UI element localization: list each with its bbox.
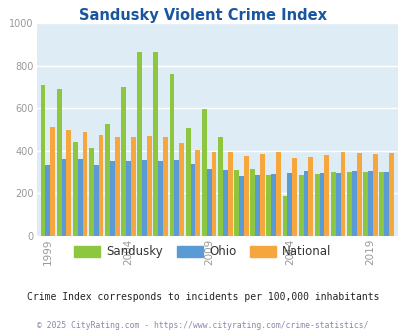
Bar [105, 124, 110, 236]
Bar [266, 175, 271, 236]
Bar [243, 156, 248, 236]
Bar [307, 157, 312, 236]
Bar [121, 87, 126, 236]
Bar [372, 154, 377, 236]
Bar [190, 164, 195, 236]
Bar [378, 172, 383, 236]
Bar [346, 172, 351, 236]
Bar [211, 152, 216, 236]
Bar [249, 169, 254, 236]
Bar [82, 132, 87, 236]
Bar [94, 165, 98, 236]
Bar [362, 172, 367, 236]
Bar [227, 152, 232, 236]
Bar [271, 174, 275, 236]
Bar [340, 152, 345, 236]
Bar [239, 176, 243, 236]
Bar [298, 175, 303, 236]
Bar [367, 171, 372, 236]
Bar [77, 159, 82, 236]
Bar [98, 135, 103, 236]
Bar [174, 160, 179, 236]
Bar [153, 52, 158, 236]
Bar [45, 165, 50, 236]
Text: © 2025 CityRating.com - https://www.cityrating.com/crime-statistics/: © 2025 CityRating.com - https://www.city… [37, 321, 368, 330]
Bar [275, 152, 280, 236]
Bar [57, 89, 62, 236]
Bar [201, 109, 206, 236]
Bar [330, 172, 335, 236]
Bar [254, 175, 259, 236]
Bar [319, 173, 324, 236]
Text: Sandusky Violent Crime Index: Sandusky Violent Crime Index [79, 8, 326, 23]
Bar [217, 137, 222, 236]
Bar [137, 52, 142, 236]
Bar [179, 143, 184, 236]
Bar [234, 170, 239, 236]
Bar [40, 85, 45, 236]
Bar [158, 161, 163, 236]
Bar [62, 159, 66, 236]
Bar [324, 155, 328, 236]
Legend: Sandusky, Ohio, National: Sandusky, Ohio, National [69, 241, 336, 263]
Bar [195, 150, 200, 236]
Bar [303, 171, 307, 236]
Bar [163, 137, 168, 236]
Bar [388, 153, 393, 236]
Bar [72, 142, 77, 236]
Bar [356, 153, 361, 236]
Bar [287, 173, 292, 236]
Bar [142, 160, 147, 236]
Text: Crime Index corresponds to incidents per 100,000 inhabitants: Crime Index corresponds to incidents per… [27, 292, 378, 302]
Bar [335, 173, 340, 236]
Bar [89, 148, 94, 236]
Bar [66, 130, 71, 236]
Bar [130, 137, 135, 236]
Bar [115, 137, 119, 236]
Bar [110, 161, 115, 236]
Bar [147, 136, 151, 236]
Bar [126, 161, 130, 236]
Bar [222, 170, 227, 236]
Bar [169, 74, 174, 236]
Bar [383, 172, 388, 236]
Bar [282, 195, 287, 236]
Bar [50, 127, 55, 236]
Bar [292, 158, 296, 236]
Bar [185, 128, 190, 236]
Bar [206, 169, 211, 236]
Bar [314, 174, 319, 236]
Bar [351, 171, 356, 236]
Bar [259, 154, 264, 236]
